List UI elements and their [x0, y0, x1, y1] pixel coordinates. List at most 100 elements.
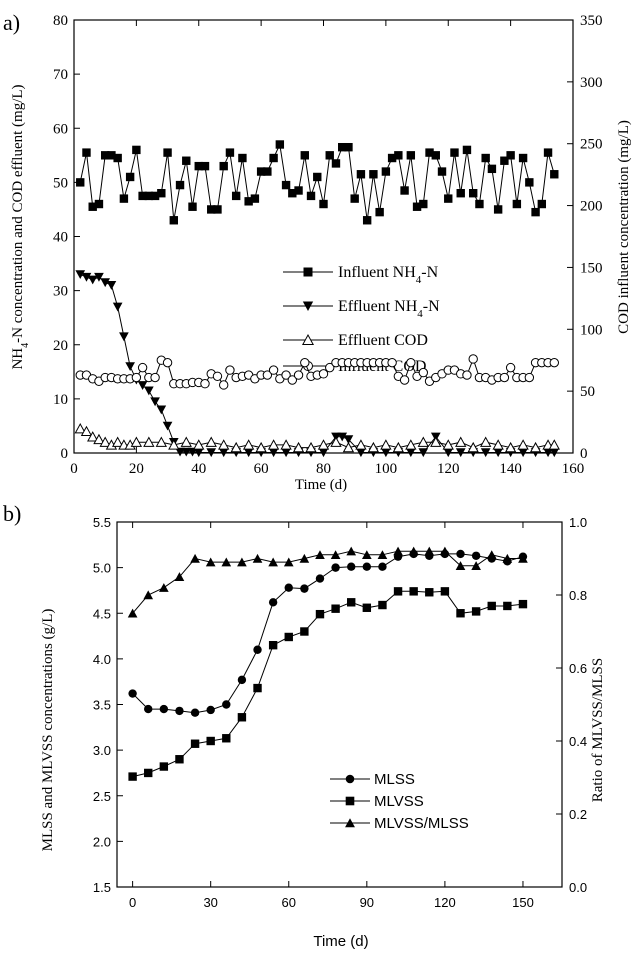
- data-point-influent-nh4-n: [238, 153, 247, 163]
- data-point-effluent-cod: [417, 436, 429, 447]
- y-left-tick-label: 2.5: [93, 789, 111, 804]
- legend-label-mlvss: MLVSS: [374, 793, 424, 810]
- data-point-mlss: [284, 583, 293, 592]
- data-point-effluent-cod: [442, 439, 454, 450]
- data-point-effluent-nh4-n: [356, 448, 366, 458]
- data-point-effluent-cod: [99, 436, 111, 447]
- x-tick-label: 140: [499, 461, 522, 477]
- data-point-effluent-cod: [492, 439, 504, 450]
- data-point-mlss: [159, 704, 169, 714]
- x-tick-label: 60: [254, 461, 269, 477]
- data-point-mlvss: [253, 683, 262, 693]
- x-tick-label: 80: [316, 461, 331, 477]
- data-point-influent-nh4-n: [125, 172, 135, 182]
- y-left-tick-label: 50: [53, 175, 68, 191]
- data-point-mlvss: [347, 598, 356, 607]
- data-point-mlss: [362, 562, 372, 571]
- data-point-effluent-cod: [548, 439, 560, 450]
- data-point-effluent-cod: [342, 441, 355, 453]
- data-point-influent-nh4-n: [182, 156, 191, 165]
- legend-label-effluent-nh4-n: Effluent NH4-N: [338, 298, 440, 320]
- panel-a-right-axis-label: COD influent concentration (mg/L): [616, 120, 632, 334]
- x-tick-label: 0: [129, 895, 136, 910]
- data-point-mlvss: [503, 601, 512, 611]
- data-point-influent-nh4-n: [506, 151, 515, 160]
- data-point-effluent-nh4-n: [493, 448, 503, 458]
- data-point-influent-nh4-n: [518, 153, 528, 163]
- panel-a-left-axis-label: NH4-N concentration and COD effluent (mg…: [10, 84, 31, 369]
- data-point-mlss: [190, 708, 200, 717]
- data-point-influent-nh4-n: [132, 145, 141, 155]
- data-point-effluent-cod: [467, 441, 479, 453]
- data-point-influent-nh4-n: [550, 170, 559, 179]
- x-tick-label: 120: [434, 895, 456, 910]
- data-point-mlvss: [362, 603, 372, 612]
- series-line-mlvss-mlss: [132, 550, 523, 614]
- data-point-influent-cod: [318, 369, 329, 379]
- panel-b-legend: MLSS MLVSS MLVSS/MLSS: [330, 771, 469, 832]
- data-point-effluent-cod: [430, 436, 442, 447]
- data-point-influent-nh4-n: [219, 161, 228, 171]
- y-left-tick-label: 5.5: [93, 515, 111, 530]
- data-point-mlvss-mlss: [221, 557, 232, 567]
- data-point-influent-cod: [468, 354, 478, 364]
- data-point-effluent-cod: [180, 436, 192, 447]
- data-point-influent-nh4-n: [512, 199, 522, 209]
- data-point-mlss: [300, 584, 309, 593]
- y-left-tick-label: 40: [53, 230, 68, 246]
- data-point-influent-nh4-n: [113, 153, 122, 163]
- x-tick-label: 0: [70, 461, 78, 477]
- data-point-mlvss: [456, 609, 465, 618]
- data-point-influent-nh4-n: [319, 199, 328, 209]
- panel-b-chart: b) MLSS and MLVSS concentrations (g/L) R…: [3, 501, 606, 950]
- data-point-influent-cod: [524, 372, 535, 383]
- data-point-effluent-cod: [380, 439, 392, 450]
- data-point-influent-nh4-n: [437, 167, 447, 176]
- data-point-effluent-nh4-n: [549, 448, 560, 458]
- data-point-effluent-nh4-n: [81, 272, 92, 282]
- x-tick-label: 30: [203, 895, 217, 910]
- data-point-mlvss-mlss: [252, 553, 263, 563]
- y-right-tick-label: 0.2: [569, 807, 587, 822]
- data-point-effluent-cod: [155, 436, 167, 447]
- data-point-influent-nh4-n: [150, 191, 160, 201]
- data-point-mlvss-mlss: [518, 553, 528, 563]
- y-left-tick-label: 60: [53, 121, 68, 137]
- data-point-influent-nh4-n: [412, 202, 422, 211]
- y-left-tick-label: 3.5: [93, 698, 111, 713]
- legend-label-mlvss-mlss: MLVSS/MLSS: [374, 815, 469, 832]
- data-point-influent-nh4-n: [462, 145, 472, 155]
- data-point-effluent-nh4-n: [405, 448, 416, 458]
- data-point-effluent-nh4-n: [175, 447, 185, 457]
- data-point-influent-nh4-n: [493, 205, 503, 214]
- data-point-effluent-nh4-n: [218, 448, 229, 458]
- legend-marker-effluent-cod: [301, 334, 315, 345]
- y-right-tick-label: 0.6: [569, 661, 587, 676]
- data-point-mlvss: [284, 632, 293, 642]
- y-left-tick-label: 20: [53, 338, 68, 354]
- data-point-influent-nh4-n: [300, 151, 309, 160]
- data-point-effluent-cod: [74, 422, 86, 434]
- data-point-effluent-nh4-n: [87, 275, 98, 285]
- data-point-effluent-cod: [111, 436, 124, 447]
- data-point-mlss: [175, 706, 184, 716]
- data-point-influent-nh4-n: [350, 194, 359, 203]
- panel-a-legend: Influent NH4-N Effluent NH4-N Effluent COD…: [283, 264, 440, 375]
- data-point-influent-nh4-n: [163, 148, 172, 157]
- data-point-influent-nh4-n: [231, 191, 241, 201]
- y-right-tick-label: 1.0: [569, 515, 587, 530]
- data-point-effluent-nh4-n: [119, 332, 129, 342]
- data-point-effluent-nh4-n: [343, 435, 354, 445]
- data-point-mlvss: [159, 762, 169, 771]
- data-point-effluent-cod: [255, 441, 267, 453]
- data-point-influent-cod: [281, 370, 291, 380]
- data-point-effluent-nh4-n: [106, 281, 117, 290]
- data-point-effluent-cod: [143, 436, 155, 447]
- panel-b-x-axis-label: Time (d): [313, 933, 368, 950]
- data-point-influent-nh4-n: [175, 180, 185, 190]
- data-point-mlvss-mlss: [174, 572, 185, 581]
- legend-label-effluent-cod: Effluent COD: [338, 332, 428, 349]
- data-point-mlss: [378, 562, 387, 571]
- data-point-mlss: [144, 704, 153, 714]
- data-point-mlss: [253, 645, 262, 654]
